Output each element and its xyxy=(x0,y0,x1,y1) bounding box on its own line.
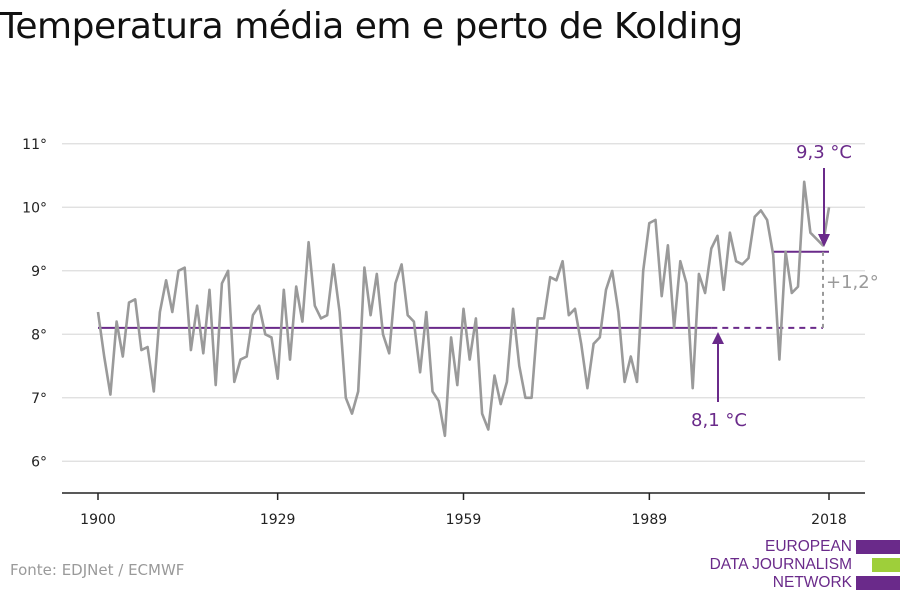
x-tick-label: 1900 xyxy=(80,512,116,528)
logo-line-1: EUROPEAN xyxy=(765,538,852,555)
x-tick-label: 2018 xyxy=(811,512,847,528)
baseline-average-arrowhead xyxy=(712,332,724,344)
y-axis-ticks: 6° 7° 8° 9° 10° 11° xyxy=(22,137,47,471)
baseline-average-label: 8,1 °C xyxy=(691,410,747,431)
series-layer xyxy=(96,180,831,438)
y-tick-label: 10° xyxy=(22,200,47,216)
recent-average-label: 9,3 °C xyxy=(796,142,852,163)
logo-line-2: DATA JOURNALISM xyxy=(709,556,852,573)
logo-bar-green xyxy=(872,558,900,572)
x-tick-label: 1989 xyxy=(632,512,668,528)
chart-title: Temperatura média em e perto de Kolding xyxy=(0,6,743,47)
temperature-series-line xyxy=(96,180,831,438)
difference-label: +1,2° xyxy=(826,272,879,293)
edjnet-logo: EUROPEAN DATA JOURNALISM NETWORK xyxy=(700,538,900,598)
source-note: Fonte: EDJNet / ECMWF xyxy=(10,561,185,579)
logo-line-3: NETWORK xyxy=(772,574,852,591)
logo-bar-purple-top xyxy=(856,540,900,554)
logo-bar-purple-bottom xyxy=(856,576,900,590)
y-tick-label: 7° xyxy=(31,391,47,407)
y-tick-label: 9° xyxy=(31,264,47,280)
y-tick-label: 8° xyxy=(31,327,47,343)
y-tick-label: 6° xyxy=(31,454,47,470)
annotations: 9,3 °C 8,1 °C +1,2° xyxy=(691,142,879,431)
y-tick-label: 11° xyxy=(22,137,47,153)
x-tick-label: 1959 xyxy=(446,512,482,528)
x-axis: 1900 1929 1959 1989 2018 xyxy=(62,492,865,528)
recent-average-arrowhead xyxy=(818,234,830,247)
gridlines xyxy=(62,143,865,462)
x-tick-label: 1929 xyxy=(260,512,296,528)
